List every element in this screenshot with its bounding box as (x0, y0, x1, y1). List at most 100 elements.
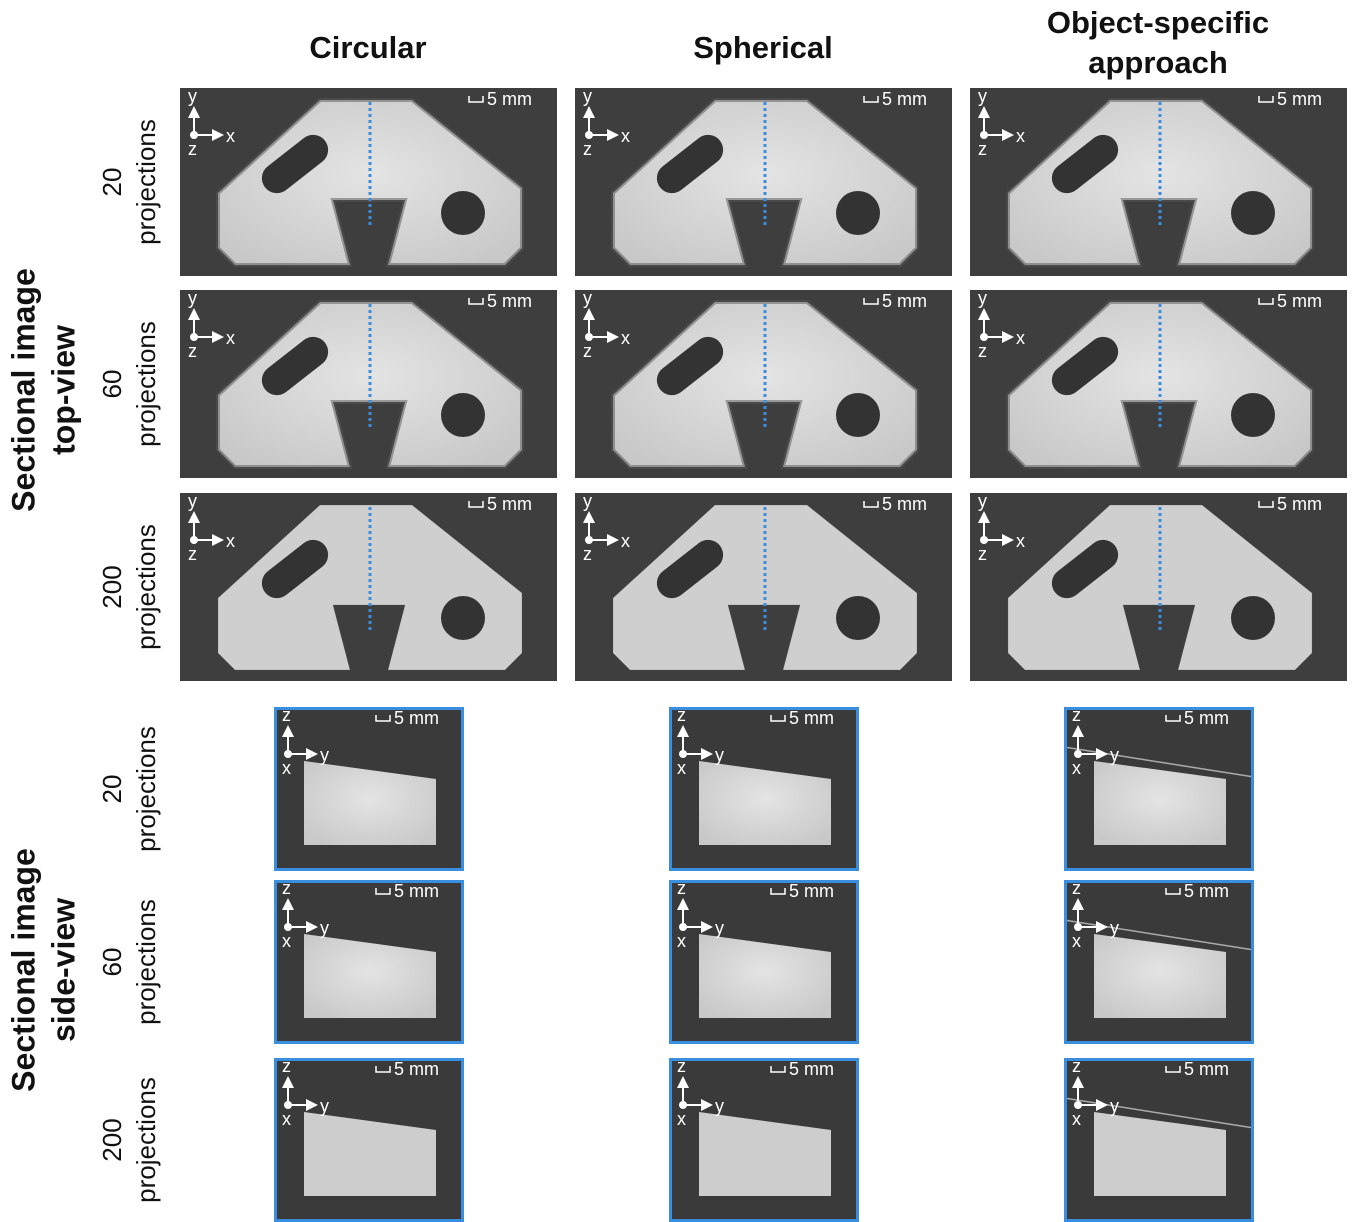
axis-label: z (1072, 1056, 1081, 1076)
axis-label: x (1016, 126, 1025, 146)
axis-label: z (583, 544, 592, 564)
axis-label: z (282, 705, 291, 725)
axis-label: z (282, 878, 291, 898)
scale-label: 5 mm (394, 1059, 439, 1079)
axis-label: x (677, 1109, 686, 1129)
scale-label: 5 mm (487, 291, 532, 311)
row-label: projections (131, 524, 161, 650)
group-label: Sectional image (5, 268, 41, 512)
scale-label: 5 mm (487, 89, 532, 109)
axis-label: z (978, 139, 987, 159)
hole (836, 393, 880, 437)
top-view-panel: yxz5 mm (970, 288, 1347, 478)
side-view-panel: z y x 5 mm (669, 705, 859, 871)
row-label: 60 (97, 370, 127, 399)
axis-label: z (188, 544, 197, 564)
axis-label: y (1110, 1096, 1119, 1116)
axis-label: z (978, 544, 987, 564)
top-view-panel: y x z 5 mm (575, 491, 952, 681)
hole (1231, 393, 1275, 437)
axis-label: y (320, 918, 329, 938)
hole (441, 393, 485, 437)
axis-label: y (320, 745, 329, 765)
axis-label: x (1072, 931, 1081, 951)
axis-label: z (583, 139, 592, 159)
row-label: 20 (97, 168, 127, 197)
row-label: projections (131, 119, 161, 245)
axis-label: x (1072, 1109, 1081, 1129)
column-header: approach (1088, 45, 1228, 80)
top-view-panel: y x z 5 mm (575, 288, 952, 478)
axis-label: y (320, 1096, 329, 1116)
scale-label: 5 mm (1277, 494, 1322, 514)
scale-label: 5 mm (789, 708, 834, 728)
axis-label: x (677, 931, 686, 951)
row-label: projections (131, 726, 161, 852)
axis-label: z (188, 341, 197, 361)
row-label: 200 (97, 1118, 127, 1161)
side-view-panel: z y x 5 mm (1064, 705, 1254, 871)
axis-label: y (715, 745, 724, 765)
axis-label: x (1072, 758, 1081, 778)
axis-label: x (282, 758, 291, 778)
top-view-panel: yxz5 mm (180, 491, 557, 681)
axis-label: y (978, 288, 987, 308)
scale-label: 5 mm (487, 494, 532, 514)
axis-label: y (1110, 745, 1119, 765)
scale-label: 5 mm (1184, 881, 1229, 901)
row-label: 20 (97, 775, 127, 804)
hole (441, 596, 485, 640)
column-header: Circular (309, 30, 426, 65)
axis-label: z (677, 1056, 686, 1076)
scale-label: 5 mm (394, 881, 439, 901)
axis-label: z (1072, 705, 1081, 725)
figure: CircularSphericalObject-specificapproach… (0, 0, 1353, 1222)
row-label: projections (131, 321, 161, 447)
axis-label: x (621, 531, 630, 551)
hole (1231, 596, 1275, 640)
axis-label: y (583, 288, 592, 308)
hole (1231, 191, 1275, 235)
scale-label: 5 mm (1277, 291, 1322, 311)
axis-label: y (978, 491, 987, 511)
scale-label: 5 mm (882, 291, 927, 311)
scale-label: 5 mm (789, 881, 834, 901)
axis-label: z (677, 705, 686, 725)
axis-label: y (978, 86, 987, 106)
group-label: side-view (45, 898, 81, 1042)
side-view-panel: z y x 5 mm (274, 878, 464, 1044)
scale-label: 5 mm (1184, 708, 1229, 728)
axis-label: z (583, 341, 592, 361)
scale-label: 5 mm (1277, 89, 1322, 109)
axis-label: y (188, 491, 197, 511)
scale-label: 5 mm (789, 1059, 834, 1079)
axis-label: y (188, 86, 197, 106)
scale-label: 5 mm (882, 494, 927, 514)
side-view-panel: z y x 5 mm (1064, 1056, 1254, 1222)
axis-label: x (226, 328, 235, 348)
axis-label: y (583, 86, 592, 106)
top-view-panel: yxz5 mm (180, 288, 557, 478)
axis-label: x (677, 758, 686, 778)
scale-label: 5 mm (1184, 1059, 1229, 1079)
group-label: Sectional image (5, 848, 41, 1092)
axis-label: x (1016, 531, 1025, 551)
axis-label: x (282, 931, 291, 951)
group-label: top-view (45, 325, 81, 455)
row-label: 200 (97, 565, 127, 608)
axis-label: z (978, 341, 987, 361)
axis-label: z (188, 139, 197, 159)
hole (441, 191, 485, 235)
scale-label: 5 mm (394, 708, 439, 728)
axis-label: x (621, 328, 630, 348)
hole (836, 191, 880, 235)
axis-label: z (677, 878, 686, 898)
axis-label: y (583, 491, 592, 511)
axis-label: z (1072, 878, 1081, 898)
